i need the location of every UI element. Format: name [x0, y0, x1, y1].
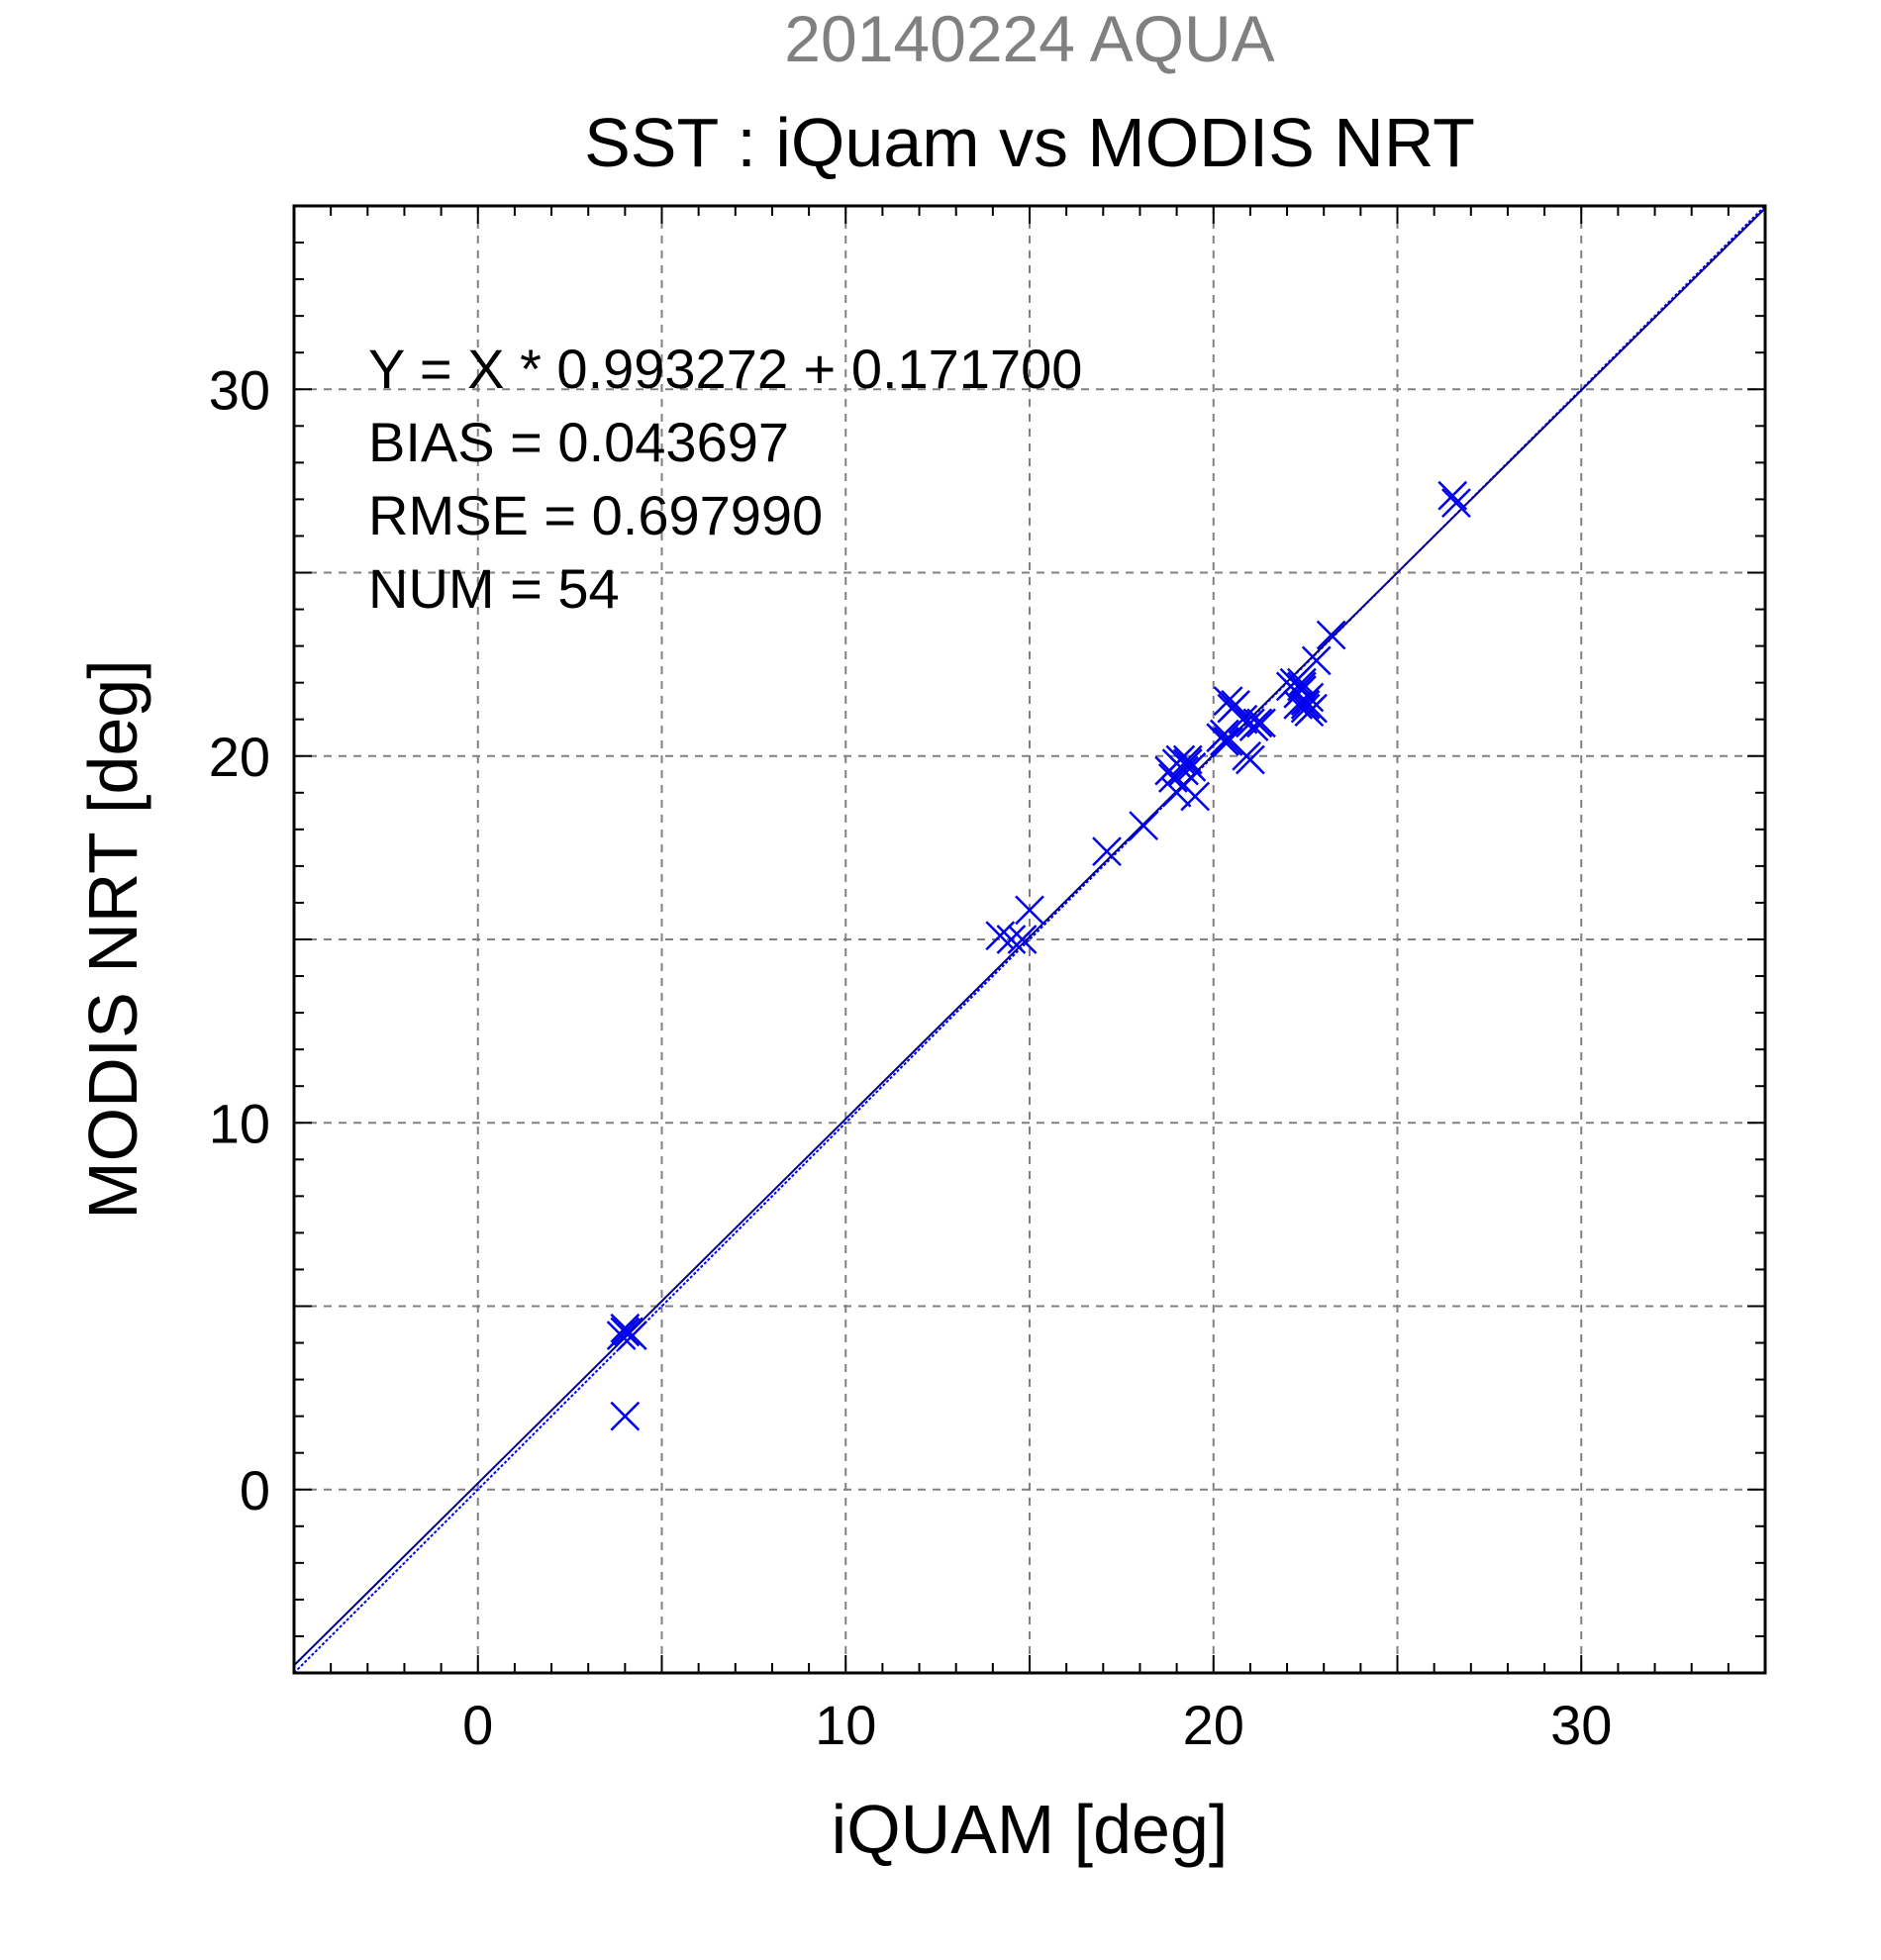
data-point — [1441, 488, 1471, 518]
data-point — [1180, 781, 1211, 812]
data-point — [996, 925, 1027, 954]
tick-labels: 0 10 20 30 0 10 20 30 — [209, 358, 1613, 1756]
axis-ticks — [294, 206, 1765, 1673]
data-point — [1213, 727, 1243, 756]
y-tick-label: 0 — [240, 1459, 270, 1521]
data-point — [610, 1317, 641, 1347]
x-axis-label: iQUAM [deg] — [832, 1791, 1229, 1868]
data-point — [1007, 925, 1038, 954]
data-point — [1210, 727, 1239, 756]
y-tick-label: 10 — [209, 1092, 270, 1154]
x-tick-label: 10 — [815, 1694, 876, 1756]
stats-bias: BIAS = 0.043697 — [368, 411, 789, 473]
data-point — [1015, 895, 1044, 926]
y-axis-label: MODIS NRT [deg] — [74, 659, 151, 1219]
y-tick-label: 20 — [209, 726, 270, 788]
data-point — [610, 1401, 641, 1431]
grid-lines — [294, 206, 1765, 1673]
fit-line — [293, 207, 1766, 1667]
data-point — [1129, 811, 1159, 841]
data-point — [1246, 708, 1276, 738]
data-point — [1172, 744, 1203, 775]
x-tick-label: 30 — [1550, 1694, 1612, 1756]
x-tick-label: 0 — [462, 1694, 493, 1756]
chart-supertitle: 20140224 AQUA — [784, 2, 1274, 75]
data-point — [1287, 667, 1317, 698]
data-point — [1316, 620, 1346, 650]
data-point — [1301, 645, 1332, 676]
y-tick-label: 30 — [209, 358, 270, 421]
data-point — [1242, 708, 1273, 738]
chart-title: SST : iQuam vs MODIS NRT — [584, 104, 1475, 181]
data-point — [1176, 751, 1207, 782]
data-point — [1169, 755, 1199, 786]
data-point — [1092, 836, 1122, 866]
data-points — [606, 480, 1471, 1431]
data-point — [1298, 693, 1328, 724]
data-point — [1437, 480, 1468, 511]
x-tick-label: 20 — [1183, 1694, 1244, 1756]
stats-rmse: RMSE = 0.697990 — [368, 484, 823, 546]
data-point — [1221, 689, 1250, 720]
data-point — [617, 1321, 647, 1351]
data-point — [1294, 682, 1325, 713]
plot-frame — [292, 204, 1767, 1675]
data-point — [1236, 744, 1265, 775]
stats-equation: Y = X * 0.993272 + 0.171700 — [368, 338, 1082, 400]
stats-annotation: Y = X * 0.993272 + 0.171700 BIAS = 0.043… — [368, 338, 1082, 620]
stats-num: NUM = 54 — [368, 557, 620, 620]
plot-lines — [293, 205, 1766, 1674]
